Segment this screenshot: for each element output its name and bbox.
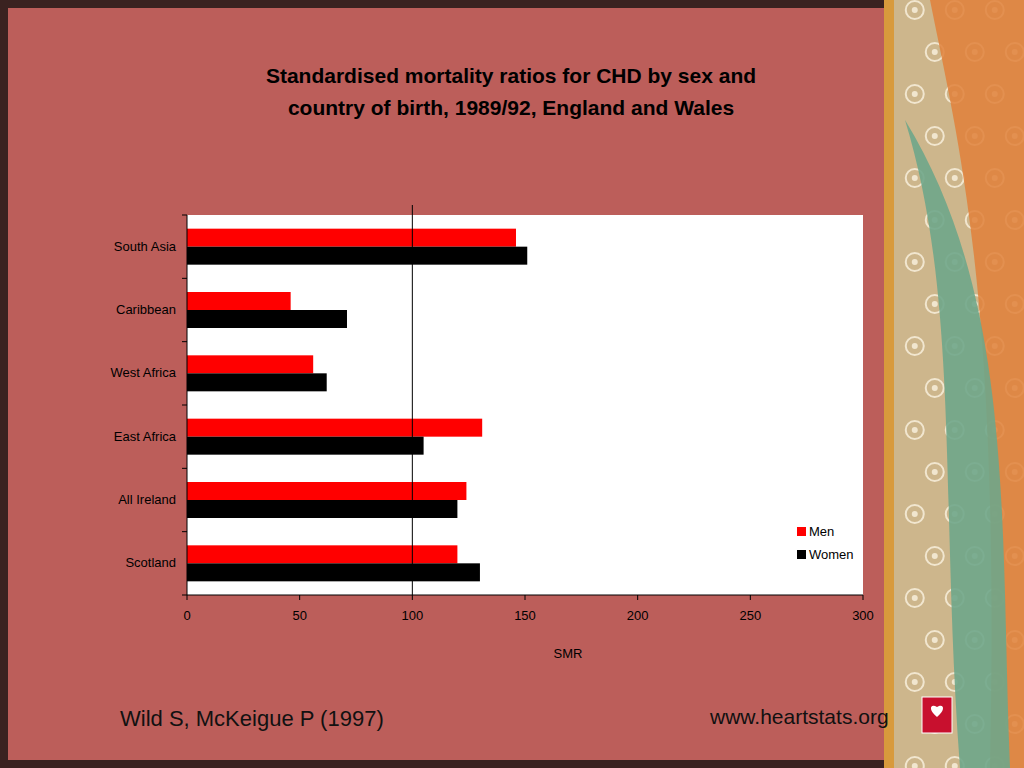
x-tick-label: 50	[292, 608, 306, 623]
slide: Standardised mortality ratios for CHD by…	[0, 0, 1024, 768]
bars	[187, 229, 527, 582]
deco-strip	[884, 0, 1024, 768]
bar	[187, 419, 482, 437]
bar	[187, 292, 291, 310]
legend-label: Men	[809, 524, 834, 539]
x-tick	[863, 595, 864, 600]
bar	[187, 373, 327, 391]
deco-flower	[906, 1, 924, 19]
y-tick	[182, 595, 187, 596]
y-tick	[182, 468, 187, 469]
deco-flower-center	[952, 175, 958, 181]
deco-flower-center	[912, 679, 918, 685]
x-tick-label: 0	[183, 608, 190, 623]
deco-flower	[926, 631, 944, 649]
deco-flower	[906, 673, 924, 691]
legend-swatch	[797, 527, 806, 536]
deco-flower	[906, 337, 924, 355]
deco-flower	[906, 589, 924, 607]
x-tick-label: 300	[852, 608, 874, 623]
x-tick	[412, 595, 413, 600]
deco-flower-center	[912, 7, 918, 13]
y-tick	[182, 215, 187, 216]
decoration	[884, 0, 1024, 768]
deco-flower	[946, 169, 964, 187]
deco-flower	[906, 85, 924, 103]
y-tick	[182, 278, 187, 279]
deco-flower	[926, 127, 944, 145]
deco-flower-center	[912, 427, 918, 433]
plot-area	[187, 215, 863, 595]
slide-background	[8, 8, 884, 760]
slide-edge	[0, 0, 1024, 768]
deco-flower-center	[932, 49, 938, 55]
x-tick	[750, 595, 751, 600]
deco-flower	[906, 505, 924, 523]
x-tick	[299, 595, 300, 600]
x-tick-label: 150	[514, 608, 536, 623]
deco-flower-center	[952, 763, 958, 768]
chart-title: Standardised mortality ratios for CHD by…	[266, 64, 756, 119]
deco-flower-center	[912, 91, 918, 97]
logo	[922, 697, 952, 733]
x-tick-label: 250	[739, 608, 761, 623]
bar	[187, 437, 424, 455]
reference-line	[412, 205, 413, 595]
deco-flower-center	[932, 637, 938, 643]
deco-border	[884, 0, 894, 768]
deco-flower-center	[932, 301, 938, 307]
deco-flower	[926, 547, 944, 565]
logo-heart	[931, 706, 943, 717]
x-tick-label: 100	[401, 608, 423, 623]
y-tick	[182, 405, 187, 406]
category-label: Scotland	[125, 555, 176, 570]
x-tick-label: 200	[627, 608, 649, 623]
deco-flower	[926, 379, 944, 397]
deco-flower-center	[932, 469, 938, 475]
category-label: South Asia	[114, 239, 177, 254]
bar	[187, 563, 480, 581]
y-tick	[182, 531, 187, 532]
bar	[187, 500, 457, 518]
deco-flower	[926, 463, 944, 481]
deco-flower-center	[912, 343, 918, 349]
bar	[187, 229, 516, 247]
x-tick	[187, 595, 188, 600]
y-tick	[182, 341, 187, 342]
deco-leaf	[905, 120, 1010, 768]
deco-flower-center	[912, 175, 918, 181]
deco-flower-center	[912, 595, 918, 601]
category-label: All Ireland	[118, 492, 176, 507]
deco-flower-center	[912, 763, 918, 768]
bar	[187, 355, 313, 373]
chart-svg: Standardised mortality ratios for CHD by…	[0, 0, 1024, 768]
category-label: West Africa	[110, 365, 176, 380]
category-label: East Africa	[114, 429, 177, 444]
x-tick	[637, 595, 638, 600]
deco-flower	[906, 757, 924, 768]
deco-flower-center	[932, 385, 938, 391]
bar	[187, 482, 466, 500]
deco-flower-center	[912, 259, 918, 265]
legend-swatch	[797, 550, 806, 559]
deco-flower-center	[912, 511, 918, 517]
bar	[187, 310, 347, 328]
deco-flower	[906, 253, 924, 271]
bar	[187, 247, 527, 265]
deco-flower	[906, 421, 924, 439]
x-axis-label: SMR	[554, 646, 583, 661]
deco-flower-center	[932, 133, 938, 139]
deco-flower-center	[932, 553, 938, 559]
legend-label: Women	[809, 547, 854, 562]
bar	[187, 545, 457, 563]
url: www.heartstats.org	[709, 705, 889, 728]
x-tick	[525, 595, 526, 600]
category-label: Caribbean	[116, 302, 176, 317]
source: Wild S, McKeigue P (1997)	[120, 706, 384, 731]
